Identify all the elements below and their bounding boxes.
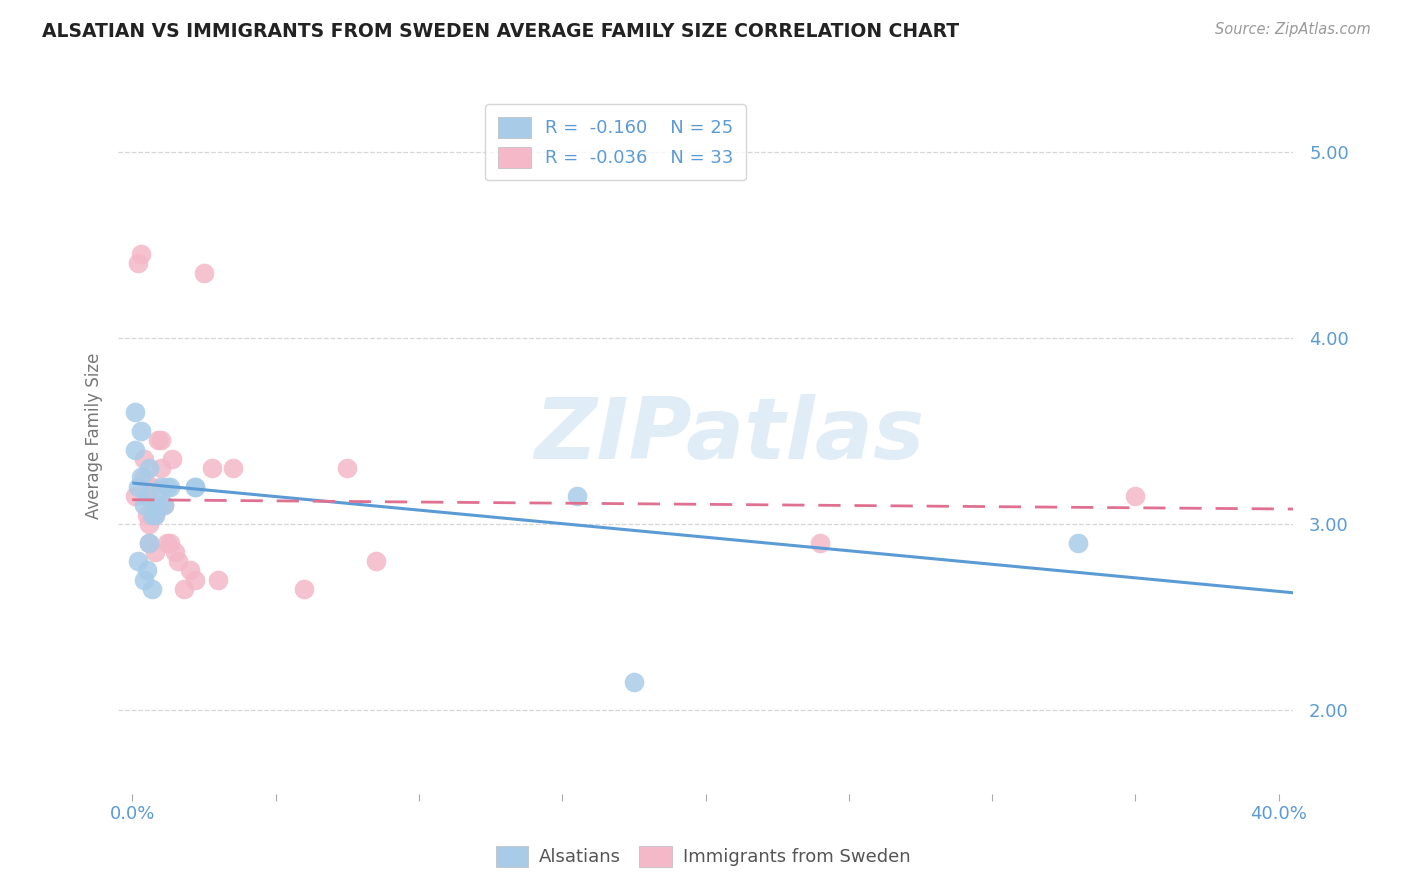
- Point: [132, 499, 155, 513]
- Point: [162, 451, 184, 466]
- Point: [336, 461, 359, 475]
- Point: [132, 470, 155, 484]
- Text: ZIPatlas: ZIPatlas: [534, 394, 924, 477]
- Point: [143, 508, 166, 522]
- Point: [132, 451, 155, 466]
- Point: [129, 424, 152, 438]
- Point: [201, 461, 224, 475]
- Point: [152, 499, 174, 513]
- Point: [207, 573, 229, 587]
- Point: [124, 405, 146, 419]
- Point: [135, 489, 157, 503]
- Point: [135, 563, 157, 577]
- Point: [124, 442, 146, 457]
- Y-axis label: Average Family Size: Average Family Size: [86, 352, 103, 519]
- Point: [184, 480, 207, 494]
- Point: [132, 573, 155, 587]
- Point: [565, 489, 588, 503]
- Point: [167, 554, 190, 568]
- Point: [138, 535, 160, 549]
- Point: [127, 554, 149, 568]
- Point: [1125, 489, 1147, 503]
- Point: [184, 480, 207, 494]
- Point: [143, 508, 166, 522]
- Point: [135, 489, 157, 503]
- Point: [165, 545, 187, 559]
- Point: [159, 535, 181, 549]
- Point: [141, 508, 163, 522]
- Point: [173, 582, 195, 596]
- Point: [1067, 535, 1090, 549]
- Point: [193, 266, 215, 280]
- Point: [146, 434, 169, 448]
- Point: [152, 499, 174, 513]
- Point: [141, 582, 163, 596]
- Point: [364, 554, 387, 568]
- Point: [127, 480, 149, 494]
- Point: [221, 461, 243, 475]
- Point: [149, 461, 172, 475]
- Point: [124, 489, 146, 503]
- Legend: Alsatians, Immigrants from Sweden: Alsatians, Immigrants from Sweden: [489, 838, 917, 874]
- Point: [138, 535, 160, 549]
- Point: [127, 256, 149, 270]
- Point: [156, 480, 179, 494]
- Text: Source: ZipAtlas.com: Source: ZipAtlas.com: [1215, 22, 1371, 37]
- Point: [141, 480, 163, 494]
- Point: [138, 516, 160, 531]
- Point: [623, 675, 645, 690]
- Point: [129, 470, 152, 484]
- Point: [138, 461, 160, 475]
- Point: [149, 434, 172, 448]
- Point: [143, 545, 166, 559]
- Point: [149, 480, 172, 494]
- Text: ALSATIAN VS IMMIGRANTS FROM SWEDEN AVERAGE FAMILY SIZE CORRELATION CHART: ALSATIAN VS IMMIGRANTS FROM SWEDEN AVERA…: [42, 22, 959, 41]
- Point: [159, 480, 181, 494]
- Point: [156, 535, 179, 549]
- Point: [808, 535, 831, 549]
- Point: [179, 563, 201, 577]
- Legend: R =  -0.160    N = 25, R =  -0.036    N = 33: R = -0.160 N = 25, R = -0.036 N = 33: [485, 104, 747, 180]
- Point: [292, 582, 315, 596]
- Point: [146, 499, 169, 513]
- Point: [135, 508, 157, 522]
- Point: [129, 247, 152, 261]
- Point: [184, 573, 207, 587]
